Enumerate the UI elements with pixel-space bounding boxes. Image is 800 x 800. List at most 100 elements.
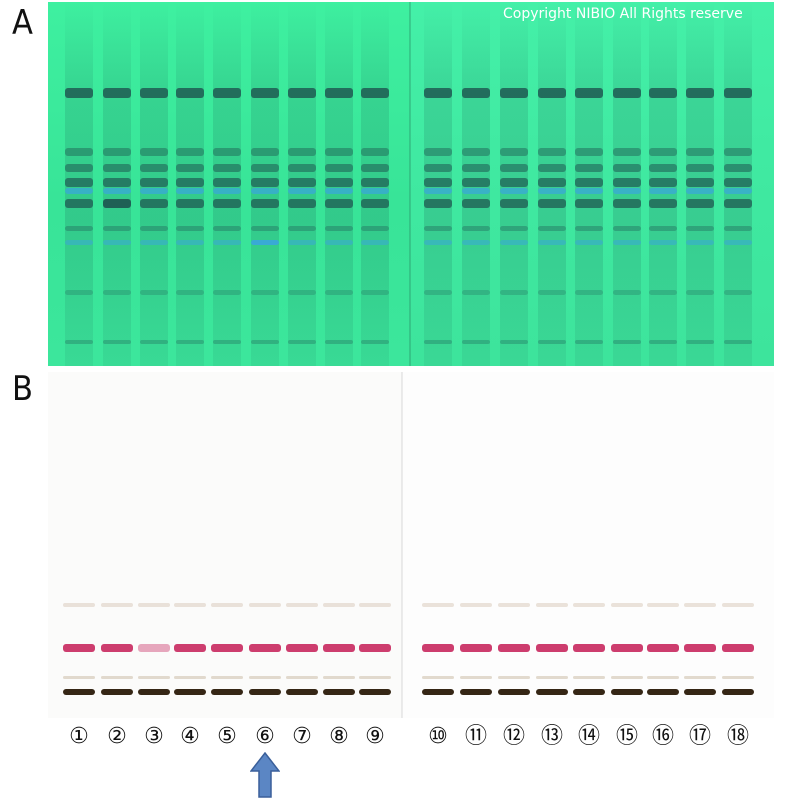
plate-a-band xyxy=(251,148,279,156)
plate-a-band xyxy=(251,240,279,245)
plate-a-band xyxy=(424,88,452,98)
plate-a-band xyxy=(686,199,714,208)
plate-a-band xyxy=(538,290,566,295)
plate-b-band xyxy=(722,676,754,679)
lane-number-label: ⑫ xyxy=(502,724,525,749)
plate-b-band xyxy=(647,676,679,679)
plate-a-band xyxy=(500,226,528,231)
lane-number-label: ⑤ xyxy=(217,724,237,749)
plate-a-lane xyxy=(575,2,603,366)
plate-a-band xyxy=(686,188,714,194)
plate-a-band xyxy=(575,164,603,172)
plate-b-band xyxy=(611,689,643,695)
lane-number-label: ⑯ xyxy=(651,724,674,749)
plate-b-lane xyxy=(684,372,716,718)
plate-a-band xyxy=(325,199,353,208)
plate-b-lane xyxy=(323,372,355,718)
plate-b-band xyxy=(573,676,605,679)
plate-a-band xyxy=(176,240,204,245)
lane-number-label: ④ xyxy=(180,724,200,749)
plate-a-band xyxy=(325,188,353,194)
lane-number-label: ⑱ xyxy=(726,724,749,749)
plate-a-band xyxy=(65,199,93,208)
plate-b-lane xyxy=(101,372,133,718)
plate-a-band xyxy=(424,340,452,344)
plate-b-band xyxy=(647,603,679,607)
plate-a-band xyxy=(613,226,641,231)
plate-a-band xyxy=(424,188,452,194)
plate-a-band xyxy=(575,226,603,231)
plate-b-band xyxy=(359,644,391,652)
plate-a-band xyxy=(538,188,566,194)
plate-a-band xyxy=(213,290,241,295)
plate-a-lane xyxy=(649,2,677,366)
plate-a-band xyxy=(538,164,566,172)
plate-a-band xyxy=(140,340,168,344)
plate-a-lane xyxy=(500,2,528,366)
plate-a-band xyxy=(686,290,714,295)
plate-a-band xyxy=(251,340,279,344)
plate-a-band xyxy=(613,88,641,98)
plate-a-band xyxy=(140,148,168,156)
plate-a-band xyxy=(462,88,490,98)
plate-a-lane xyxy=(325,2,353,366)
plate-a-band xyxy=(103,199,131,208)
plate-a-band xyxy=(176,88,204,98)
plate-b-band xyxy=(611,603,643,607)
plate-b-band xyxy=(422,689,454,695)
plate-a-band xyxy=(213,226,241,231)
plate-b-band xyxy=(722,603,754,607)
lane-number-label: ⑦ xyxy=(292,724,312,749)
plate-a-band xyxy=(65,164,93,172)
plate-b-left-half xyxy=(48,372,402,718)
plate-a-band xyxy=(325,240,353,245)
plate-a-band xyxy=(538,240,566,245)
plate-a-band xyxy=(500,340,528,344)
plate-b-band xyxy=(323,676,355,679)
plate-a-band xyxy=(65,340,93,344)
plate-a-band xyxy=(500,178,528,187)
plate-a-band xyxy=(176,188,204,194)
plate-a-band xyxy=(325,178,353,187)
lane-number-label: ② xyxy=(107,724,127,749)
plate-b-lane xyxy=(138,372,170,718)
panel-b-label: B xyxy=(12,369,33,409)
plate-a-band xyxy=(288,188,316,194)
plate-b-band xyxy=(323,689,355,695)
plate-b-band xyxy=(359,603,391,607)
plate-b-right-half xyxy=(402,372,774,718)
plate-a-band xyxy=(65,188,93,194)
plate-a-band xyxy=(575,199,603,208)
plate-a-band xyxy=(649,178,677,187)
plate-a-band xyxy=(213,148,241,156)
plate-a-band xyxy=(538,226,566,231)
plate-a-band xyxy=(176,164,204,172)
plate-a-lane xyxy=(361,2,389,366)
plate-a-band xyxy=(724,88,752,98)
plate-a-band xyxy=(103,290,131,295)
plate-a-band xyxy=(140,240,168,245)
plate-b-band xyxy=(101,689,133,695)
plate-a-band xyxy=(575,178,603,187)
plate-a-band xyxy=(575,240,603,245)
plate-b-band xyxy=(536,603,568,607)
plate-a-band xyxy=(686,240,714,245)
plate-b-band xyxy=(323,644,355,652)
plate-a-band xyxy=(325,290,353,295)
plate-b-band xyxy=(174,603,206,607)
plate-a-band xyxy=(613,340,641,344)
lane-number-label: ⑥ xyxy=(255,724,275,749)
plate-b-band xyxy=(174,644,206,652)
plate-a-band xyxy=(288,340,316,344)
plate-b-band xyxy=(63,689,95,695)
plate-b-band xyxy=(422,644,454,652)
plate-a-lane xyxy=(251,2,279,366)
plate-a-band xyxy=(361,290,389,295)
plate-b-lane xyxy=(286,372,318,718)
plate-b-band xyxy=(249,689,281,695)
plate-a-band xyxy=(251,226,279,231)
plate-a-band xyxy=(325,226,353,231)
plate-a-band xyxy=(500,240,528,245)
lane-number-label: ① xyxy=(69,724,89,749)
plate-a-band xyxy=(65,240,93,245)
